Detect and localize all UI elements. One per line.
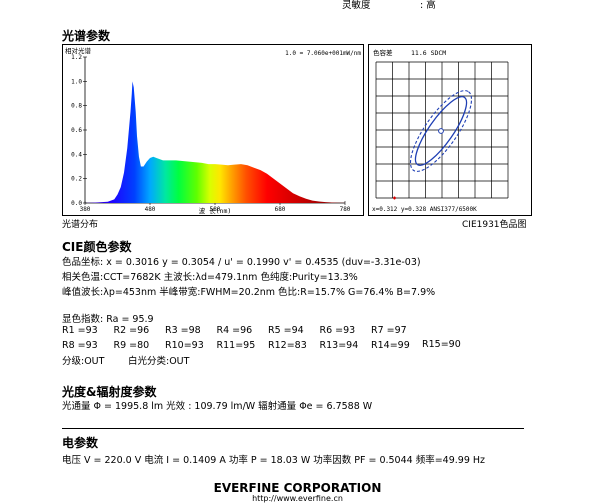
spectrum-ylabel: 相对光谱 xyxy=(65,46,92,55)
chromaticity-chart: 色容差 11.6 SDCM x=0.312 y=0.328 ANSI377/65… xyxy=(368,44,532,216)
cri-value: R4 =96 xyxy=(216,325,253,336)
cie-peak-line: 峰值波长:λp=453nm 半峰带宽:FWHM=20.2nm 色比:R=15.7… xyxy=(62,287,436,298)
spectrum-x-tick-label: 480 xyxy=(145,206,156,213)
cie-cct-line: 相关色温:CCT=7682K 主波长:λd=479.1nm 色纯度:Purity… xyxy=(62,272,358,283)
electrical-section-title: 电参数 xyxy=(62,436,99,450)
spectrum-y-tick-label: 1.0 xyxy=(71,78,82,85)
sensitivity-label: 灵敏度 xyxy=(342,0,371,11)
cie-section-title: CIE颜色参数 xyxy=(62,240,132,254)
chromaticity-grid xyxy=(375,61,509,199)
white-grade-label: 白光分类:OUT xyxy=(128,356,190,367)
cri-value: R10=93 xyxy=(165,340,204,351)
sensitivity-value: : 高 xyxy=(420,0,436,11)
cri-value: R1 =93 xyxy=(62,325,98,336)
footer-url[interactable]: http://www.everfine.cn xyxy=(252,494,343,503)
chromaticity-readout: x=0.312 y=0.328 ANSI377/6500K xyxy=(372,206,477,213)
cri-value: R15=90 xyxy=(422,339,461,350)
cri-value: R5 =94 xyxy=(268,325,304,336)
spectrum-x-tick-label: 780 xyxy=(340,206,351,213)
cie-caption: CIE1931色品图 xyxy=(462,220,527,230)
section-divider xyxy=(62,428,524,429)
chromaticity-title: 色容差 xyxy=(373,48,393,57)
cri-value: R11=95 xyxy=(216,340,256,351)
spectrum-y-tick-label: 0.8 xyxy=(71,103,82,110)
spectrum-x-tick-label: 580 xyxy=(210,206,221,213)
cri-value: R8 =93 xyxy=(62,340,98,351)
cri-value: R9 =80 xyxy=(113,340,150,351)
tolerance-ellipse-inner xyxy=(414,96,468,166)
cri-value: R14=99 xyxy=(371,340,410,351)
spectrum-section-title: 光谱参数 xyxy=(62,29,111,43)
spectrum-y-tick-label: 0.0 xyxy=(71,200,82,207)
cri-value: R6 =93 xyxy=(319,325,356,336)
cri-value: R12=83 xyxy=(268,340,307,351)
measured-point-marker xyxy=(393,196,396,200)
spectrum-y-tick-label: 0.2 xyxy=(71,176,82,183)
cri-value: R7 =97 xyxy=(371,325,407,336)
spectrum-area xyxy=(85,81,345,203)
cri-value: R3 =98 xyxy=(165,325,201,336)
tolerance-ellipse-outer xyxy=(409,90,473,172)
spectrum-chart: 0.0 0.2 0.4 0.6 0.8 1.0 1.2 380 480 580 680 780 相对光… xyxy=(62,44,364,216)
cri-values-grid: R1 =93 R2 =96 R3 =98 R4 =96 R5 =94 R6 =9… xyxy=(62,325,423,351)
footer-company: EVERFINE CORPORATION xyxy=(213,481,382,495)
chromaticity-center-point xyxy=(438,128,444,134)
electrical-line: 电压 V = 220.0 V 电流 I = 0.1409 A 功率 P = 18… xyxy=(62,455,486,466)
spectrum-x-tick-label: 680 xyxy=(275,206,286,213)
spectrum-y-tick-label: 0.6 xyxy=(71,127,82,134)
spectrum-caption: 光谱分布 xyxy=(62,220,99,230)
cie-chromaticity-line: 色品坐标: x = 0.3016 y = 0.3054 / u' = 0.199… xyxy=(62,257,421,268)
spectrum-scale-note: 1.0 = 7.060e+001mW/nm xyxy=(285,50,361,57)
spectrum-xlabel: 波 长(nm) xyxy=(199,206,232,215)
spectrum-plot: 0.0 0.2 0.4 0.6 0.8 1.0 1.2 380 480 580 680 780 相对光… xyxy=(65,46,361,215)
photometric-line: 光通量 Φ = 1995.8 lm 光效 : 109.79 lm/W 辐射通量 … xyxy=(62,401,373,412)
cri-ra: 显色指数: Ra = 95.9 xyxy=(62,314,154,325)
photometric-section-title: 光度&辐射度参数 xyxy=(62,385,157,399)
grade-label: 分级:OUT xyxy=(62,356,105,367)
cri-value: R13=94 xyxy=(319,340,359,351)
spectrum-x-tick-label: 380 xyxy=(80,206,91,213)
chromaticity-plot: 色容差 11.6 SDCM x=0.312 y=0.328 ANSI377/65… xyxy=(372,48,509,213)
chromaticity-tolerance: 11.6 SDCM xyxy=(411,49,446,57)
cri-value: R2 =96 xyxy=(113,325,150,336)
spectrum-y-tick-label: 1.2 xyxy=(71,54,82,61)
spectrum-y-tick-label: 0.4 xyxy=(71,151,82,158)
